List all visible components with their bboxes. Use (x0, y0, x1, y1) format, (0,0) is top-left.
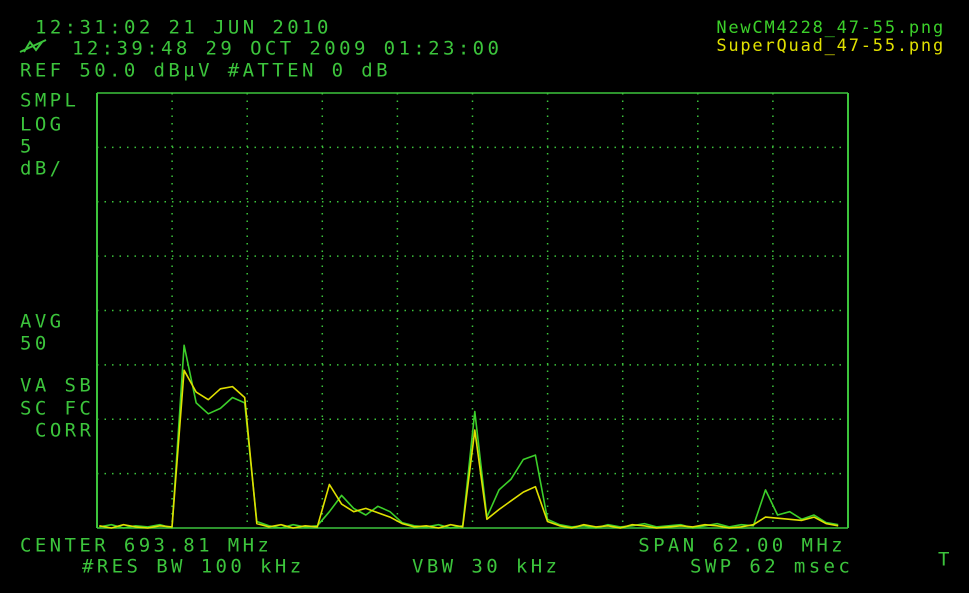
side-label: VA SB (20, 375, 94, 397)
span: SPAN 62.00 MHz (638, 535, 846, 557)
resolution-bandwidth: #RES BW 100 kHz (82, 556, 305, 578)
side-label: CORR (35, 420, 94, 442)
time-line: 12:31:02 21 JUN 2010 (35, 17, 332, 39)
trace (99, 344, 839, 529)
side-label: SMPL (20, 90, 79, 112)
sweep-time: SWP 62 msec (690, 556, 853, 578)
side-label: 5 (20, 136, 35, 158)
side-label: 50 (20, 333, 50, 355)
side-label: LOG (20, 114, 65, 136)
reference-line: REF 50.0 dBµV #ATTEN 0 dB (20, 60, 391, 82)
marker-icon (19, 39, 47, 53)
legend-entry: SuperQuad_47-55.png (716, 36, 945, 56)
side-label: SC FC (20, 398, 94, 420)
trace (99, 369, 839, 529)
corner-mark: T (938, 549, 953, 571)
time-line: 12:39:48 29 OCT 2009 01:23:00 (72, 38, 502, 60)
side-label: AVG (20, 311, 65, 333)
legend-entry: NewCM4228_47-55.png (716, 18, 945, 38)
center-frequency: CENTER 693.81 MHz (20, 535, 272, 557)
side-label: dB/ (20, 158, 65, 180)
video-bandwidth: VBW 30 kHz (412, 556, 560, 578)
